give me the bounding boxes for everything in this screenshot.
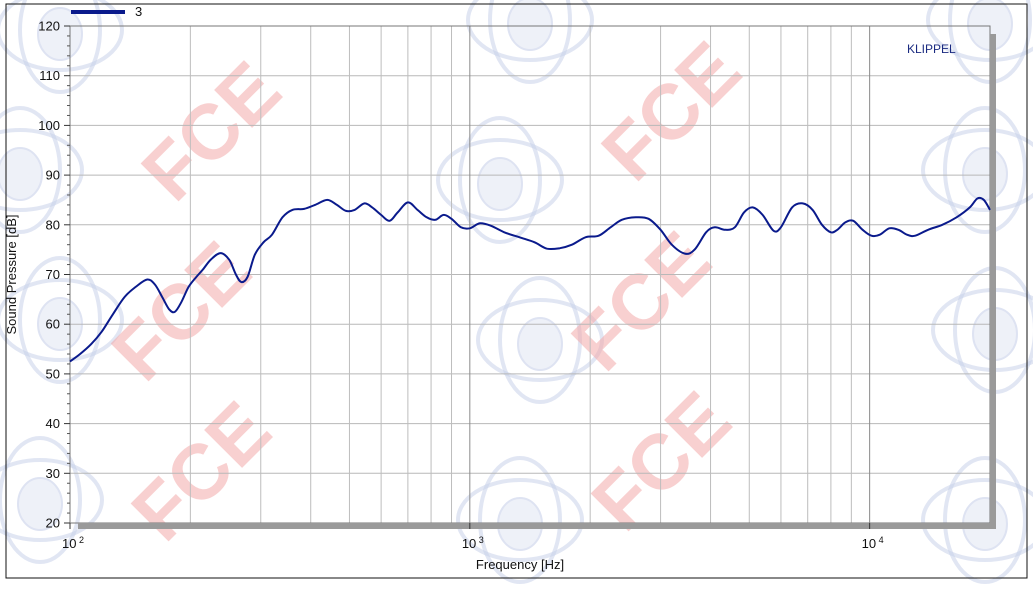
watermark-core: [0, 147, 43, 201]
watermark-ring: [18, 0, 102, 94]
watermark-ring: [436, 138, 564, 222]
brand-label: KLIPPEL: [907, 42, 956, 56]
plot-shadow: [78, 34, 996, 529]
watermark-ring: [0, 0, 124, 72]
x-tick-label: 10 2: [62, 535, 84, 551]
y-tick-label: 80: [46, 217, 60, 232]
watermark-text: FCE: [95, 225, 268, 398]
watermark-emblem: [0, 436, 104, 564]
watermark-emblem: [926, 0, 1033, 84]
watermark-text: FCE: [585, 25, 758, 198]
watermark-ring: [488, 0, 572, 84]
watermark-ring: [0, 458, 104, 542]
watermark-core: [37, 7, 83, 61]
watermark-ring: [466, 0, 594, 62]
legend: 3: [71, 4, 142, 19]
watermark-emblem: [0, 106, 84, 234]
watermark-ring: [0, 106, 62, 234]
y-axis-ticks: 20 30 40 50 60 70 80 90 100 110 120: [38, 19, 70, 531]
y-tick-label: 110: [39, 68, 60, 83]
series-layer: [69, 196, 991, 363]
watermark-ring: [0, 128, 84, 212]
watermark-core: [477, 157, 523, 211]
watermark-emblem: [921, 456, 1033, 584]
y-tick-label: 90: [46, 168, 60, 183]
y-tick-label: 40: [46, 416, 60, 431]
watermark-ring: [18, 256, 102, 384]
watermark-ring: [0, 278, 124, 362]
watermark-ring: [921, 478, 1033, 562]
y-tick-label: 120: [38, 19, 60, 34]
watermark-ring: [456, 478, 584, 562]
watermark-emblem: [0, 256, 124, 384]
watermark-ring: [943, 106, 1027, 234]
x-axis-label: Frequency [Hz]: [476, 557, 564, 572]
y-tick-label: 60: [46, 317, 60, 332]
y-tick-label: 70: [46, 267, 60, 282]
y-tick-label: 100: [38, 118, 60, 133]
watermark-ring: [498, 276, 582, 404]
watermark-ring: [0, 436, 82, 564]
y-tick-label: 20: [46, 516, 60, 531]
watermark-core: [507, 0, 553, 51]
watermark-core: [962, 147, 1008, 201]
watermark-text: FCE: [115, 385, 288, 558]
y-axis-label: Sound Pressure [dB]: [4, 215, 19, 335]
watermark-ring: [478, 456, 562, 584]
watermark-text: FCE: [125, 45, 298, 218]
watermark-emblem: [466, 0, 594, 84]
watermark-ring: [921, 128, 1033, 212]
watermark-core: [17, 477, 63, 531]
plot-shadow-bottom: [78, 523, 996, 529]
watermark-core: [517, 317, 563, 371]
plot-shadow-right: [990, 34, 996, 529]
watermark-ring: [476, 298, 604, 382]
watermark-emblem: [0, 0, 124, 94]
x-tick-label: 10 4: [862, 535, 884, 551]
y-tick-label: 50: [46, 366, 60, 381]
watermark-ring: [458, 116, 542, 244]
y-tick-label: 30: [46, 466, 60, 481]
legend-label-series-3: 3: [135, 4, 142, 19]
series-line-3: [69, 196, 991, 363]
watermark-emblem: [436, 116, 564, 244]
watermark-emblem: [921, 106, 1033, 234]
outer-frame: [5, 3, 1028, 579]
watermark-emblem: [476, 276, 604, 404]
watermark-ring: [943, 456, 1027, 584]
